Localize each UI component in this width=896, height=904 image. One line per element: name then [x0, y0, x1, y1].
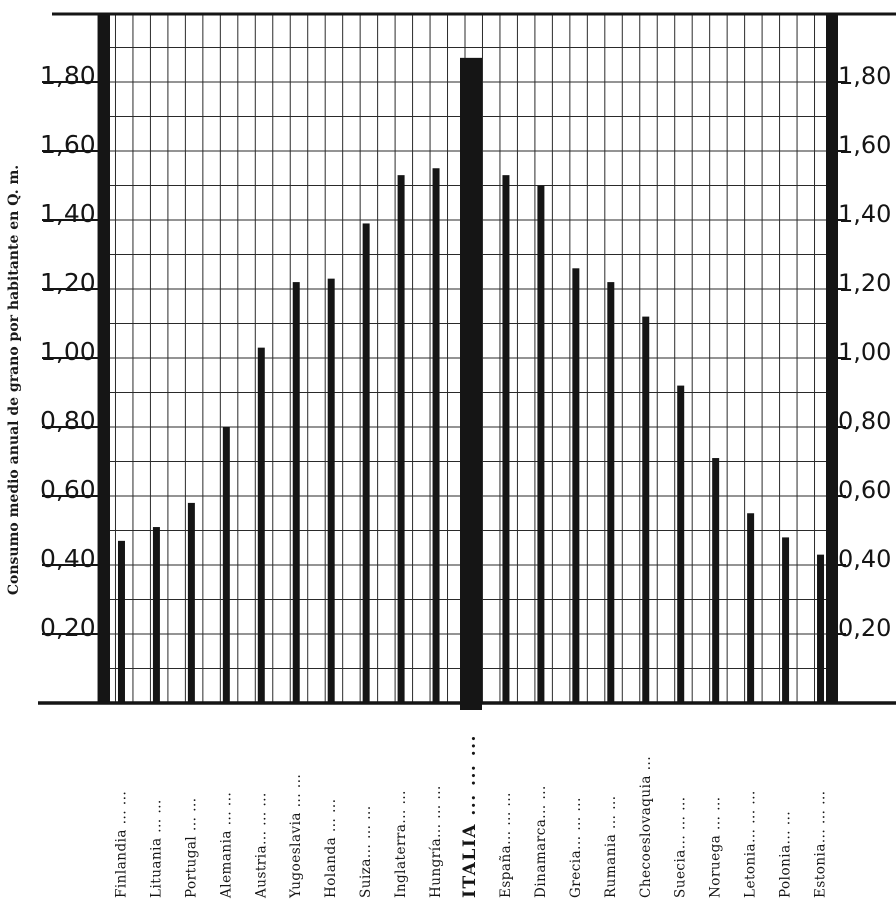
category-label: Portugal ... ...	[183, 797, 199, 898]
category-label: Estonia... ... ...	[813, 790, 829, 898]
category-label: Hungría... ... ...	[428, 785, 444, 898]
y-tick-label-right: 0,80	[838, 407, 891, 435]
bar	[292, 282, 300, 703]
y-tick-label-left: 1,40	[40, 199, 96, 228]
y-tick-label-left: 1,60	[40, 130, 96, 159]
y-tick-label-right: 0,40	[838, 545, 891, 573]
y-tick-label-left: 1,00	[40, 337, 96, 366]
category-label: Yugoeslavia ... ...	[288, 774, 304, 899]
category-label: Lituania ... ...	[148, 799, 164, 898]
bar	[642, 316, 650, 703]
bar	[187, 502, 195, 703]
y-tick-label-left: 0,20	[40, 613, 96, 642]
category-label: Noruega ... ...	[708, 796, 724, 898]
y-tick-label-right: 0,20	[838, 614, 891, 642]
category-label: Finlandia ... ...	[113, 791, 129, 898]
category-label: Letonia... ... ...	[743, 790, 759, 898]
right-axis-bar	[826, 14, 838, 704]
bar-italia	[460, 57, 482, 711]
y-tick-label-left: 0,80	[40, 406, 96, 435]
bar	[257, 347, 265, 703]
y-tick-label-right: 1,80	[838, 62, 891, 90]
category-label: Checoeslovaquia ...	[638, 756, 654, 898]
y-tick-label-right: 1,00	[838, 338, 891, 366]
bar	[712, 458, 720, 703]
bar	[152, 527, 160, 703]
bar	[222, 427, 230, 703]
bar	[782, 537, 790, 703]
y-tick-label-right: 1,40	[838, 200, 891, 228]
category-label: Alemania ... ...	[218, 792, 234, 899]
bar	[502, 175, 510, 703]
y-tick-label-right: 1,60	[838, 131, 891, 159]
category-label: Suiza... ... ...	[358, 805, 374, 898]
y-tick-label-left: 0,40	[40, 544, 96, 573]
bar	[432, 168, 440, 703]
bar	[117, 540, 125, 703]
category-label: España... ... ...	[498, 792, 514, 898]
left-axis-bar	[98, 14, 110, 704]
category-label: Polonia... ...	[778, 811, 794, 898]
category-label: Dinamarca... ...	[533, 785, 549, 898]
category-label: Inglaterra... ...	[393, 790, 409, 898]
bar	[362, 223, 370, 703]
category-label: Rumania ... ...	[603, 795, 619, 898]
bar	[537, 185, 545, 703]
y-tick-label-right: 1,20	[838, 269, 891, 297]
category-label: Holanda ... ...	[323, 799, 339, 898]
category-label: Grecia... ... ...	[568, 797, 584, 898]
y-tick-label-right: 0,60	[838, 476, 891, 504]
bar	[747, 513, 755, 703]
bar	[327, 278, 335, 703]
bar	[397, 175, 405, 703]
y-tick-label-left: 0,60	[40, 475, 96, 504]
bar	[817, 554, 825, 703]
category-label: Suecia... ... ...	[673, 796, 689, 898]
y-tick-label-left: 1,80	[40, 61, 96, 90]
category-label: ITALIA ... ... ...	[460, 734, 480, 898]
bar	[607, 282, 615, 703]
bar	[677, 385, 685, 703]
y-tick-label-left: 1,20	[40, 268, 96, 297]
bar	[572, 268, 580, 703]
category-label: Austria... ... ...	[253, 792, 269, 899]
